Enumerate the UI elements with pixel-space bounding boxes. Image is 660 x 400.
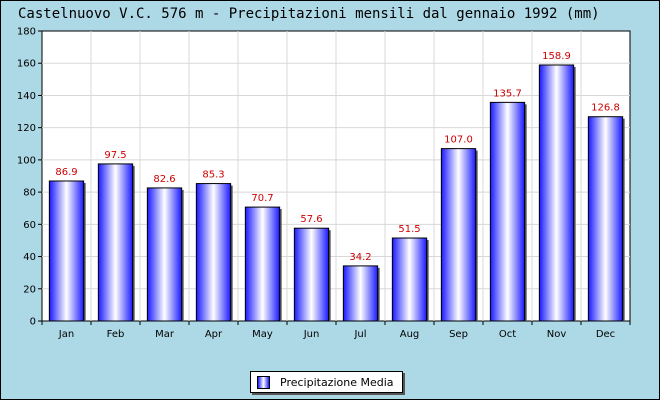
x-tick-label: Dec: [596, 329, 615, 340]
x-tick-label: Jul: [353, 329, 366, 340]
data-label: 82.6: [153, 174, 175, 185]
bar-oct: [489, 101, 526, 322]
data-label: 107.0: [444, 135, 473, 146]
x-tick-label: Nov: [547, 329, 567, 340]
legend: Precipitazione Media: [250, 371, 403, 393]
bar-jan: [48, 180, 85, 322]
x-tick-label: May: [252, 329, 273, 340]
bar-sep: [440, 148, 477, 322]
grid-lines: [42, 31, 630, 321]
y-tick-label: 0: [30, 317, 36, 328]
x-tick-label: Feb: [107, 329, 125, 340]
bar-jun: [293, 227, 330, 322]
data-label: 57.6: [300, 214, 322, 225]
data-label: 86.9: [55, 167, 77, 178]
x-tick-label: Aug: [400, 329, 420, 340]
bar-aug: [391, 237, 428, 322]
legend-label: Precipitazione Media: [280, 375, 394, 389]
bar-may: [244, 206, 281, 322]
y-tick-label: 140: [17, 91, 36, 102]
y-tick-label: 100: [17, 155, 36, 166]
y-tick-label: 180: [17, 27, 36, 38]
data-label: 158.9: [542, 51, 571, 62]
y-tick-label: 40: [23, 252, 36, 263]
data-label: 97.5: [104, 150, 126, 161]
y-tick-label: 20: [23, 284, 36, 295]
legend-swatch: [257, 375, 270, 389]
bar-apr: [195, 183, 232, 322]
x-tick-label: Mar: [155, 329, 175, 340]
data-label: 126.8: [591, 103, 620, 114]
y-tick-label: 120: [17, 123, 36, 134]
bar-feb: [97, 163, 134, 322]
chart-title: Castelnuovo V.C. 576 m - Precipitazioni …: [18, 6, 600, 22]
bar-nov: [538, 64, 575, 322]
data-label: 70.7: [251, 193, 273, 204]
x-tick-label: Jan: [58, 329, 74, 340]
x-tick-label: Jun: [303, 329, 320, 340]
data-label: 135.7: [493, 88, 522, 99]
labels: 0 20 40 60 80 100 120 140 160 180 86.9 Jan 97.5 Feb 82…: [17, 27, 620, 341]
data-label: 51.5: [398, 224, 420, 235]
x-tick-label: Oct: [499, 329, 516, 340]
data-label: 34.2: [349, 252, 371, 263]
y-tick-label: 160: [17, 59, 36, 70]
axes: [38, 30, 631, 325]
x-tick-label: Apr: [205, 329, 223, 340]
bar-dec: [587, 116, 624, 322]
y-tick-label: 60: [23, 220, 36, 231]
y-tick-label: 80: [23, 188, 36, 199]
bar-jul: [342, 265, 379, 322]
x-tick-label: Sep: [449, 329, 468, 340]
bar-mar: [146, 187, 183, 322]
bars: [48, 64, 625, 322]
data-label: 85.3: [202, 170, 224, 181]
